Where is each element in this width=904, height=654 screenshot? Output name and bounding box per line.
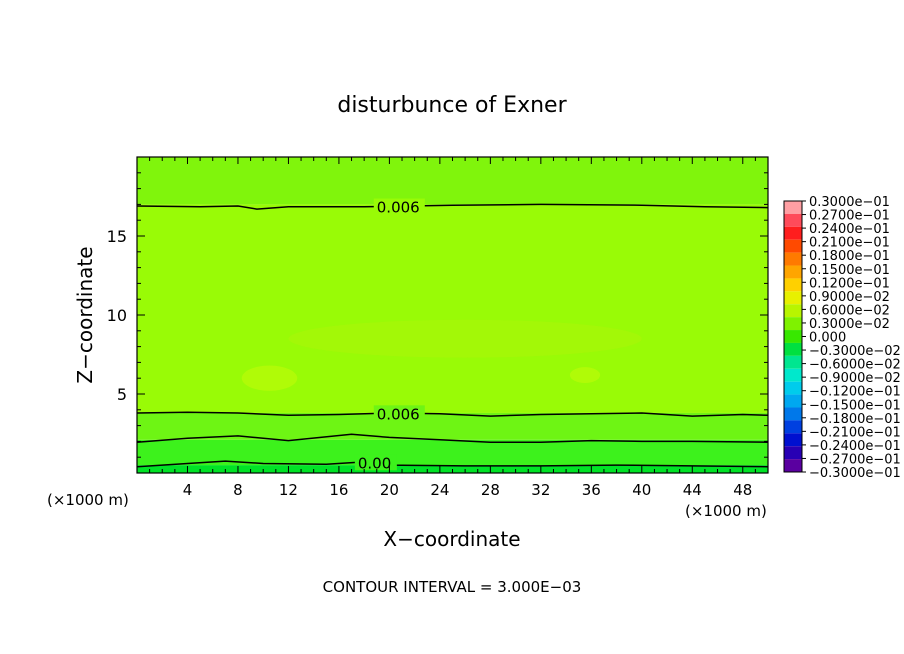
colorbar-swatch-15 <box>784 394 802 408</box>
colorbar-swatch-0 <box>784 201 802 214</box>
colorbar-label-3: 0.2100e−01 <box>809 236 890 251</box>
x-tick-label-11: 48 <box>733 481 752 499</box>
x-axis-ticks: 4 8 12 16 20 24 28 32 36 40 44 48 <box>136 157 769 499</box>
colorbar-label-0: 0.3000e−01 <box>809 195 890 210</box>
contour-labels: 0.006 0.006 0.00 <box>354 198 425 472</box>
contour-label-0: 0.006 <box>373 198 425 217</box>
fill-band-4 <box>137 157 768 205</box>
colorbar-label-15: −0.1500e−01 <box>809 398 901 413</box>
x-tick-label-5: 24 <box>430 481 449 499</box>
colorbar-swatch-19 <box>784 446 802 460</box>
x-tick-label-1: 8 <box>233 481 243 499</box>
colorbar-label-6: 0.1200e−01 <box>809 276 890 291</box>
colorbar-swatch-17 <box>784 420 802 434</box>
colorbar-swatch-7 <box>784 291 802 305</box>
colorbar-label-18: −0.2400e−01 <box>809 439 901 454</box>
colorbar-swatch-11 <box>784 342 802 356</box>
colorbar-swatch-5 <box>784 265 802 279</box>
colorbar-swatch-10 <box>784 330 802 343</box>
colorbar-label-10: 0.000 <box>809 331 846 346</box>
contour-line-0 <box>137 203 768 210</box>
x-tick-label-9: 40 <box>632 481 651 499</box>
highlight-1 <box>569 367 601 383</box>
colorbar-label-9: 0.3000e−02 <box>809 317 890 332</box>
colorbar-label-7: 0.9000e−02 <box>809 290 890 305</box>
contour-highlights <box>241 319 642 391</box>
colorbar-swatch-1 <box>784 213 802 227</box>
colorbar-label-1: 0.2700e−01 <box>809 209 890 224</box>
colorbar-swatch-16 <box>784 407 802 421</box>
x-tick-label-0: 4 <box>183 481 193 499</box>
colorbar-swatch-4 <box>784 252 802 266</box>
contour-label-3: 0.00 <box>354 454 397 472</box>
contour-label-1: 0.006 <box>373 405 425 423</box>
colorbar-swatch-14 <box>784 381 802 395</box>
x-axis-label: X−coordinate <box>383 527 520 551</box>
colorbar-label-12: −0.6000e−02 <box>809 358 901 373</box>
y-axis-label: Z−coordinate <box>73 246 97 383</box>
svg-text:0.006: 0.006 <box>377 405 420 423</box>
colorbar-swatch-12 <box>784 355 802 369</box>
colorbar-swatch-2 <box>784 226 802 240</box>
colorbar-swatch-18 <box>784 433 802 447</box>
fill-band-2 <box>137 412 768 440</box>
svg-text:0.00: 0.00 <box>358 454 391 472</box>
y-tick-label-0: 5 <box>117 385 127 404</box>
colorbar-label-19: −0.2700e−01 <box>809 452 901 467</box>
colorbar-swatch-6 <box>784 278 802 292</box>
x-tick-label-10: 44 <box>683 481 702 499</box>
fill-band-3 <box>137 204 768 413</box>
colorbar-label-20: −0.3000e−01 <box>809 466 901 481</box>
colorbar: 0.3000e−010.2700e−010.2400e−010.2100e−01… <box>783 195 901 481</box>
svg-text:0.006: 0.006 <box>377 199 420 217</box>
colorbar-label-11: −0.3000e−02 <box>809 344 901 359</box>
highlight-2 <box>288 319 642 358</box>
colorbar-swatch-3 <box>784 239 802 253</box>
chart-title: disturbunce of Exner <box>337 93 567 118</box>
colorbar-label-16: −0.1800e−01 <box>809 412 901 427</box>
highlight-0 <box>241 365 298 391</box>
colorbar-label-14: −0.1200e−01 <box>809 385 901 400</box>
colorbar-label-2: 0.2400e−01 <box>809 222 890 237</box>
x-unit-right: (×1000 m) <box>685 502 767 520</box>
colorbar-label-17: −0.2100e−01 <box>809 425 901 440</box>
colorbar-label-13: −0.9000e−02 <box>809 371 901 386</box>
x-tick-label-4: 20 <box>380 481 399 499</box>
x-tick-label-6: 28 <box>481 481 500 499</box>
colorbar-swatch-9 <box>784 317 802 331</box>
filled-contour-bands <box>137 157 768 473</box>
x-tick-label-2: 12 <box>279 481 298 499</box>
colorbar-label-8: 0.6000e−02 <box>809 303 890 318</box>
contour-line-1 <box>137 411 768 417</box>
x-unit-left: (×1000 m) <box>47 491 129 509</box>
fill-band-1 <box>137 439 768 466</box>
colorbar-swatch-20 <box>784 459 802 472</box>
colorbar-swatch-13 <box>784 368 802 382</box>
y-axis-ticks: 5 10 15 <box>107 156 768 474</box>
x-tick-label-8: 36 <box>582 481 601 499</box>
contour-interval-footer: CONTOUR INTERVAL = 3.000E−03 <box>323 578 582 596</box>
x-tick-label-3: 16 <box>329 481 348 499</box>
colorbar-swatch-8 <box>784 304 802 318</box>
contour-line-2 <box>137 433 768 443</box>
colorbar-label-4: 0.1800e−01 <box>809 249 890 264</box>
colorbar-label-5: 0.1500e−01 <box>809 263 890 278</box>
x-tick-label-7: 32 <box>531 481 550 499</box>
y-tick-label-2: 15 <box>107 227 127 246</box>
y-tick-label-1: 10 <box>107 306 127 325</box>
